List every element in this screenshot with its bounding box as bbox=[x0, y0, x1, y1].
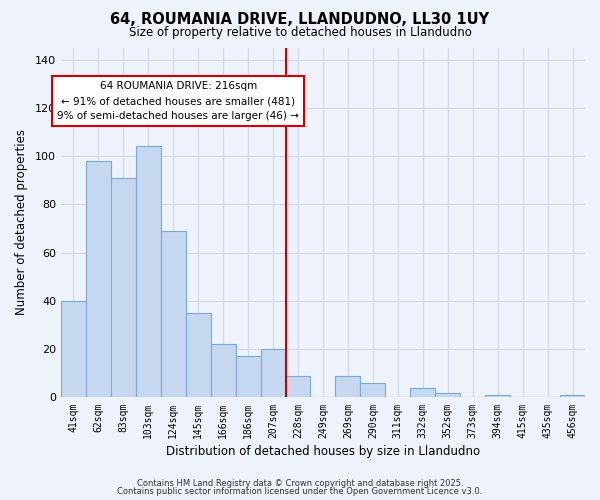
Bar bbox=[260, 349, 286, 398]
Bar bbox=[361, 383, 385, 398]
X-axis label: Distribution of detached houses by size in Llandudno: Distribution of detached houses by size … bbox=[166, 444, 480, 458]
Text: Size of property relative to detached houses in Llandudno: Size of property relative to detached ho… bbox=[128, 26, 472, 39]
Text: 64 ROUMANIA DRIVE: 216sqm
← 91% of detached houses are smaller (481)
9% of semi-: 64 ROUMANIA DRIVE: 216sqm ← 91% of detac… bbox=[57, 82, 299, 121]
Bar bbox=[86, 161, 111, 398]
Bar bbox=[236, 356, 260, 398]
Bar bbox=[161, 231, 186, 398]
Bar bbox=[211, 344, 236, 398]
Bar bbox=[111, 178, 136, 398]
Y-axis label: Number of detached properties: Number of detached properties bbox=[15, 130, 28, 316]
Text: 64, ROUMANIA DRIVE, LLANDUDNO, LL30 1UY: 64, ROUMANIA DRIVE, LLANDUDNO, LL30 1UY bbox=[110, 12, 490, 28]
Bar bbox=[61, 301, 86, 398]
Bar bbox=[410, 388, 435, 398]
Bar bbox=[186, 313, 211, 398]
Bar bbox=[560, 395, 585, 398]
Bar bbox=[435, 392, 460, 398]
Bar bbox=[286, 376, 310, 398]
Bar bbox=[335, 376, 361, 398]
Text: Contains public sector information licensed under the Open Government Licence v3: Contains public sector information licen… bbox=[118, 487, 482, 496]
Bar bbox=[136, 146, 161, 398]
Text: Contains HM Land Registry data © Crown copyright and database right 2025.: Contains HM Land Registry data © Crown c… bbox=[137, 478, 463, 488]
Bar bbox=[485, 395, 510, 398]
